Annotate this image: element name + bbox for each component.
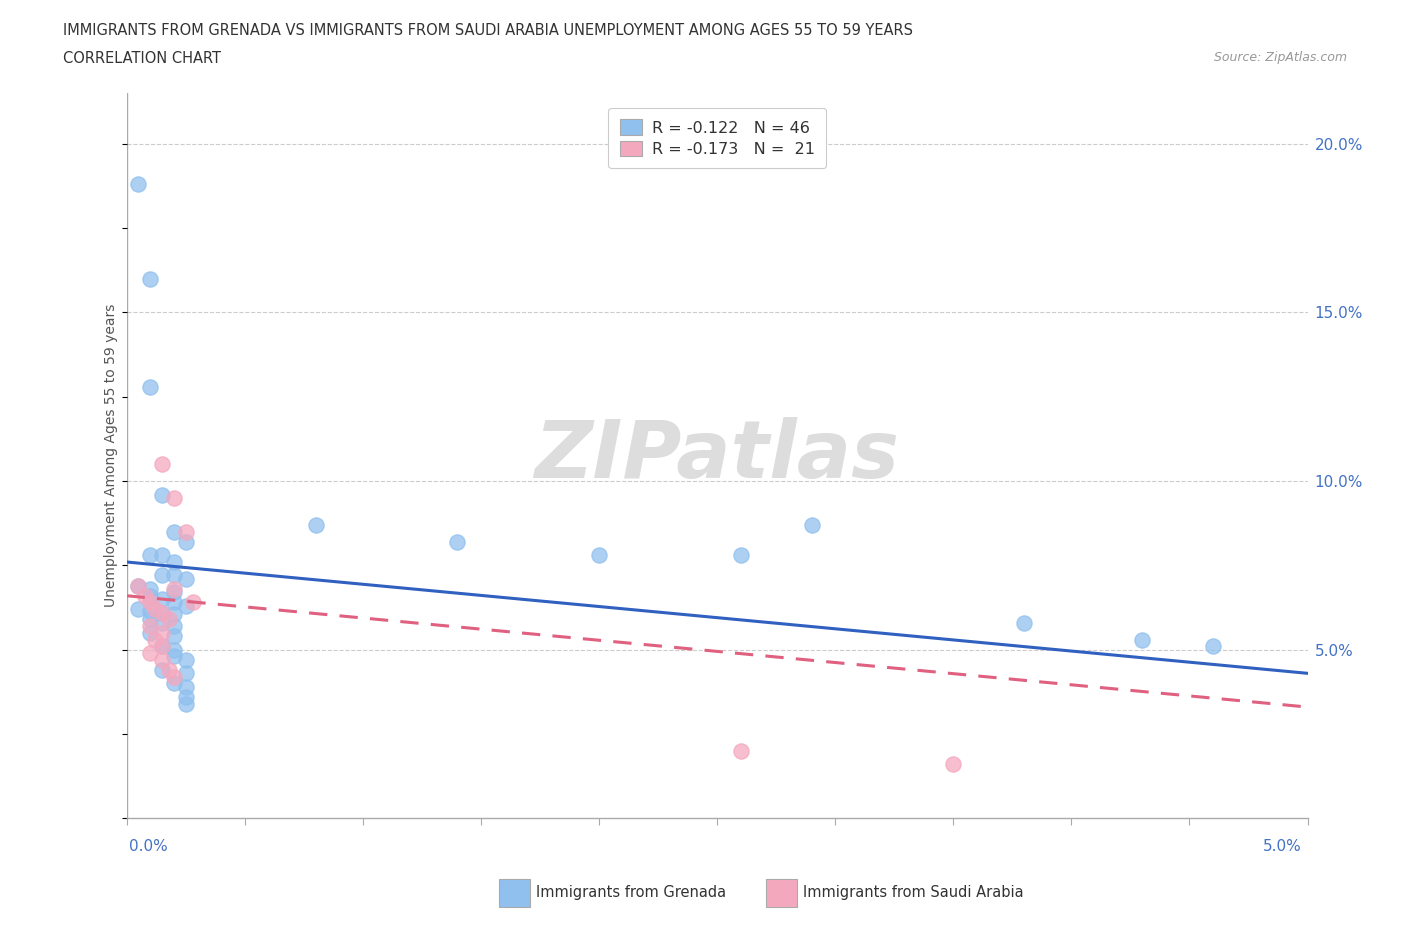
Point <box>150 548 173 563</box>
Point <box>150 639 173 654</box>
Point <box>800 517 823 532</box>
Point <box>163 670 186 684</box>
Point <box>163 554 186 569</box>
Point <box>139 379 162 394</box>
Point <box>150 616 173 631</box>
Point <box>150 457 173 472</box>
Point <box>143 632 166 647</box>
Point <box>150 639 173 654</box>
Point <box>1012 616 1035 631</box>
Point <box>139 548 162 563</box>
Point <box>139 604 162 618</box>
Point <box>181 595 204 610</box>
Y-axis label: Unemployment Among Ages 55 to 59 years: Unemployment Among Ages 55 to 59 years <box>104 304 118 607</box>
Point <box>730 743 752 758</box>
Text: 0.0%: 0.0% <box>129 839 169 854</box>
Point <box>163 525 186 539</box>
Point <box>139 595 162 610</box>
Point <box>139 581 162 596</box>
Point <box>304 517 326 532</box>
Point <box>174 535 197 550</box>
Point <box>730 548 752 563</box>
Point <box>139 612 162 627</box>
Point <box>163 490 186 505</box>
Point <box>174 689 197 704</box>
Legend: R = -0.122   N = 46, R = -0.173   N =  21: R = -0.122 N = 46, R = -0.173 N = 21 <box>609 108 825 168</box>
Point <box>163 618 186 633</box>
Point <box>163 595 186 610</box>
Point <box>150 605 173 620</box>
Point <box>150 652 173 667</box>
Point <box>157 612 180 627</box>
Point <box>127 578 149 593</box>
Point <box>157 662 180 677</box>
Text: Immigrants from Grenada: Immigrants from Grenada <box>536 885 725 900</box>
Text: Immigrants from Saudi Arabia: Immigrants from Saudi Arabia <box>803 885 1024 900</box>
Point <box>139 625 162 640</box>
Point <box>163 643 186 658</box>
Point <box>139 589 162 604</box>
Point <box>163 676 186 691</box>
Point <box>150 605 173 620</box>
Point <box>127 602 149 617</box>
Point <box>139 645 162 660</box>
Point <box>139 618 162 633</box>
Point <box>150 568 173 583</box>
Point <box>174 598 197 613</box>
Point <box>163 581 186 596</box>
Point <box>127 177 149 192</box>
Point <box>150 625 173 640</box>
Point <box>150 662 173 677</box>
Point <box>174 697 197 711</box>
Point <box>1130 632 1153 647</box>
Point <box>163 607 186 622</box>
Point <box>174 525 197 539</box>
Point <box>150 591 173 606</box>
Text: ZIPatlas: ZIPatlas <box>534 417 900 495</box>
Point <box>174 680 197 695</box>
Point <box>139 272 162 286</box>
Point <box>134 589 156 604</box>
Point <box>150 487 173 502</box>
Point <box>163 649 186 664</box>
Point <box>588 548 610 563</box>
Text: 5.0%: 5.0% <box>1263 839 1302 854</box>
Point <box>163 629 186 644</box>
Point <box>174 652 197 667</box>
Point <box>163 568 186 583</box>
Point <box>163 585 186 600</box>
Point <box>942 757 965 772</box>
Point <box>143 602 166 617</box>
Text: IMMIGRANTS FROM GRENADA VS IMMIGRANTS FROM SAUDI ARABIA UNEMPLOYMENT AMONG AGES : IMMIGRANTS FROM GRENADA VS IMMIGRANTS FR… <box>63 23 914 38</box>
Point <box>127 578 149 593</box>
Text: CORRELATION CHART: CORRELATION CHART <box>63 51 221 66</box>
Point <box>174 571 197 586</box>
Text: Source: ZipAtlas.com: Source: ZipAtlas.com <box>1213 51 1347 64</box>
Point <box>446 535 468 550</box>
Point <box>174 666 197 681</box>
Point <box>1202 639 1225 654</box>
